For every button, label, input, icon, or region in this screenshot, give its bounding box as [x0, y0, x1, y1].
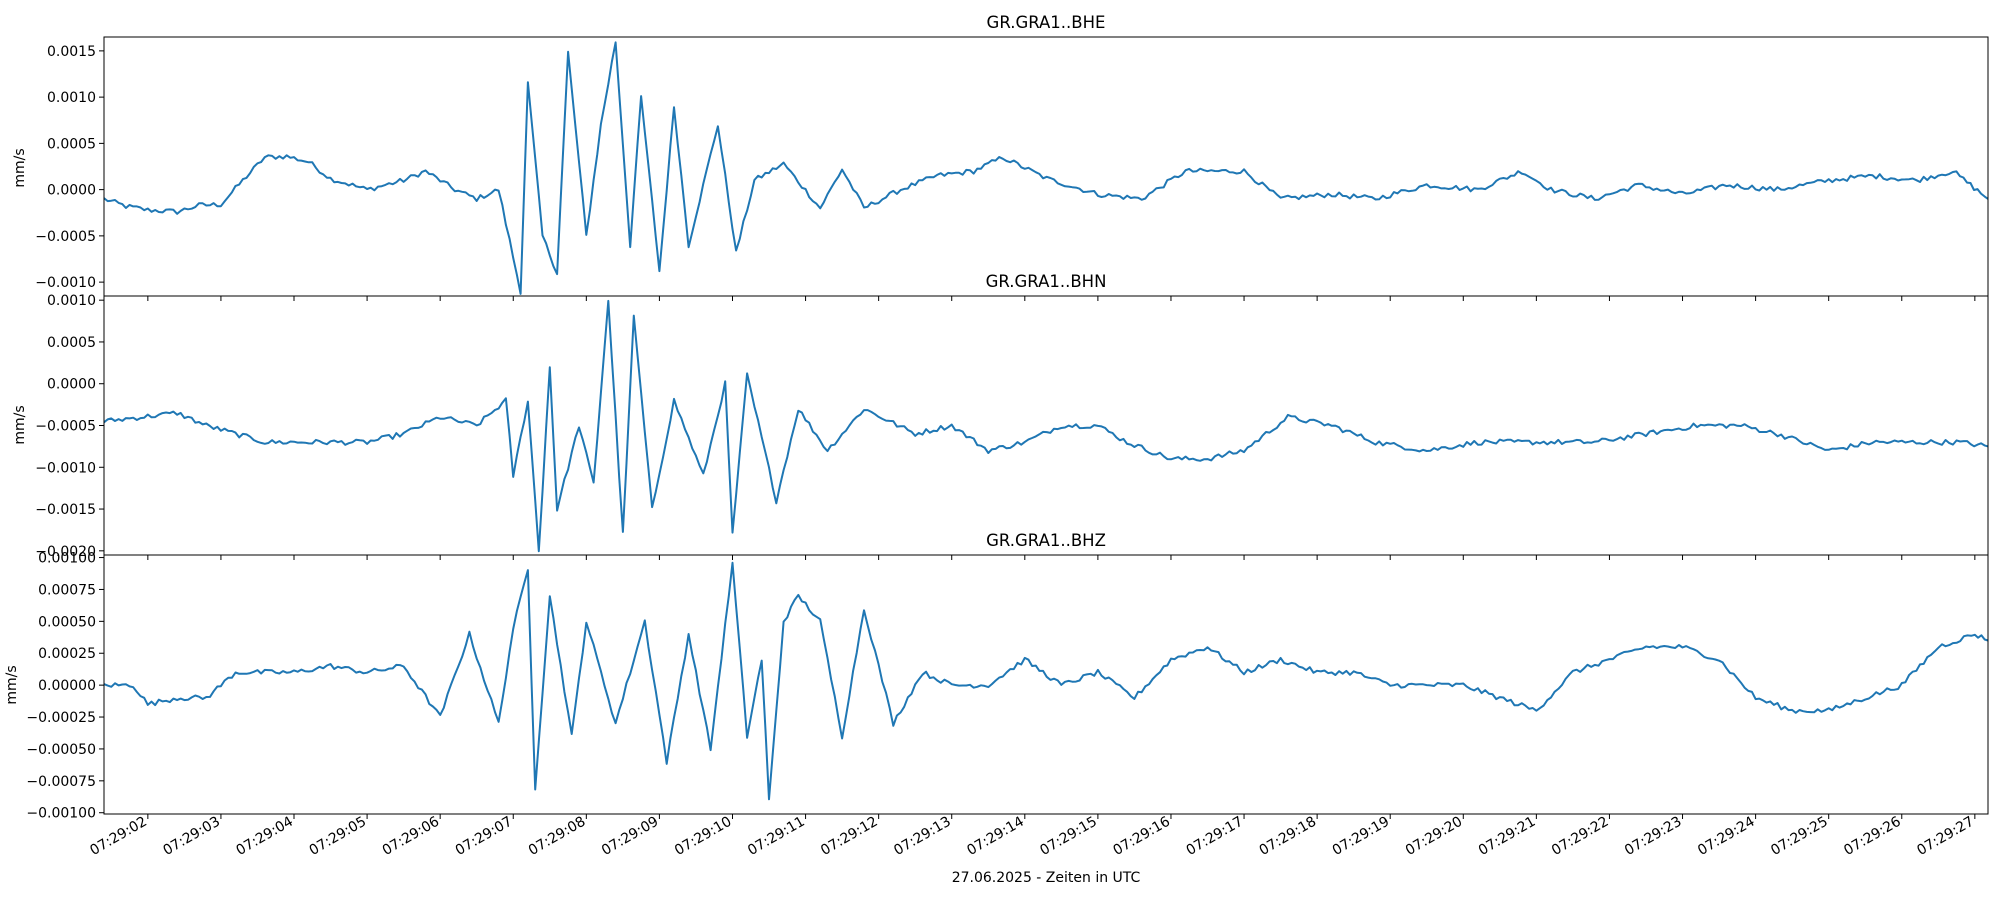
x-tick-label: 07:29:26	[1841, 814, 1904, 859]
y-tick-label: 0.0005	[47, 136, 96, 152]
x-axis-label: 27.06.2025 - Zeiten in UTC	[952, 870, 1141, 886]
y-tick-label: −0.0010	[35, 460, 96, 476]
y-tick-label: −0.00050	[26, 742, 96, 758]
x-tick-labels: 07:29:02 07:29:03 07:29:04 07:29:05 07:29:06…	[87, 814, 1976, 859]
y-tick-label: 0.00100	[38, 551, 96, 567]
panel-bhn: GR.GRA1..BHN mm/s −0.0020−0.0015−0.0010−…	[12, 272, 1989, 560]
panel-bhn-xticks	[147, 555, 1976, 560]
panel-bhe-yticks: −0.0010 −0.0005 0.0000 0.0005 0.0010 0.0015	[35, 44, 104, 291]
x-tick-label: 07:29:12	[818, 814, 880, 859]
x-tick-label: 07:29:03	[160, 814, 222, 859]
y-tick-label: 0.00025	[38, 646, 96, 662]
x-tick-label: 07:29:27	[1914, 814, 1976, 859]
x-tick-label: 07:29:10	[672, 814, 734, 859]
y-tick-label: 0.0005	[47, 335, 96, 351]
x-tick-label: 07:29:25	[1768, 814, 1830, 859]
y-tick-label: −0.00100	[26, 806, 96, 822]
y-tick-label: 0.0010	[47, 90, 96, 106]
x-tick-label: 07:29:06	[380, 814, 443, 859]
panel-bhn-waveform	[103, 299, 1989, 553]
panel-bhe-waveform	[103, 41, 1989, 295]
panel-bhz-frame	[103, 554, 1989, 815]
x-tick-label: 07:29:15	[1037, 814, 1099, 859]
x-tick-label: 07:29:23	[1622, 814, 1684, 859]
x-tick-label: 07:29:14	[964, 814, 1027, 859]
y-tick-label: 0.00075	[38, 582, 96, 598]
x-tick-label: 07:29:08	[526, 814, 588, 859]
y-tick-label: 0.0010	[47, 293, 96, 309]
panel-bhz: GR.GRA1..BHZ mm/s −0.00100 −0.00075 −0.000…	[4, 531, 1989, 822]
y-tick-label: −0.00025	[26, 710, 96, 726]
panel-bhn-ylabel: mm/s	[12, 405, 28, 444]
panel-bhz-title: GR.GRA1..BHZ	[986, 531, 1106, 550]
x-tick-label: 07:29:04	[234, 814, 297, 859]
y-tick-label: 0.0015	[47, 44, 96, 60]
panel-bhe-ylabel: mm/s	[12, 148, 28, 187]
y-tick-label: 0.00000	[38, 678, 96, 694]
y-tick-label: −0.00075	[26, 774, 96, 790]
panel-bhe-frame	[103, 36, 1989, 297]
y-tick-label: −0.0015	[35, 502, 96, 518]
x-tick-label: 07:29:21	[1476, 814, 1538, 859]
x-tick-label: 07:29:11	[745, 814, 807, 859]
y-tick-label: −0.0005	[35, 419, 96, 435]
panel-bhz-xticks	[147, 814, 1976, 819]
x-tick-label: 07:29:22	[1549, 814, 1611, 859]
x-tick-label: 07:29:16	[1111, 814, 1174, 859]
x-tick-label: 07:29:05	[307, 814, 369, 859]
x-tick-label: 07:29:19	[1330, 814, 1392, 859]
x-tick-label: 07:29:24	[1695, 814, 1758, 859]
x-tick-label: 07:29:07	[453, 814, 515, 859]
x-tick-label: 07:29:18	[1257, 814, 1319, 859]
x-tick-label: 07:29:02	[87, 814, 149, 859]
y-tick-label: −0.0020	[35, 544, 96, 560]
y-tick-label: 0.0000	[47, 183, 96, 199]
panel-bhz-ylabel: mm/s	[4, 665, 20, 704]
panel-bhe: GR.GRA1..BHE mm/s −0.0010 −0.0005 0.0000 0.…	[12, 13, 1989, 301]
panel-bhz-yticks: −0.00100 −0.00075 −0.00050 −0.00025 0.00000 0…	[26, 551, 104, 822]
x-tick-label: 07:29:13	[891, 814, 953, 859]
y-tick-label: −0.0010	[35, 275, 96, 291]
y-tick-label: 0.0000	[47, 377, 96, 393]
panel-bhe-title: GR.GRA1..BHE	[987, 13, 1106, 32]
x-tick-label: 07:29:17	[1184, 814, 1246, 859]
y-tick-label: −0.0005	[35, 229, 96, 245]
panel-bhn-yticks: −0.0020 −0.0015 −0.0010 −0.0005 0.0000 0.0005…	[35, 293, 104, 560]
y-tick-label: 0.00050	[38, 614, 96, 630]
x-tick-label: 07:29:09	[599, 814, 661, 859]
panel-bhn-title: GR.GRA1..BHN	[986, 272, 1107, 291]
x-tick-label: 07:29:20	[1403, 814, 1465, 859]
panel-bhz-waveform	[103, 561, 1989, 801]
panel-bhe-xticks	[147, 296, 1976, 301]
